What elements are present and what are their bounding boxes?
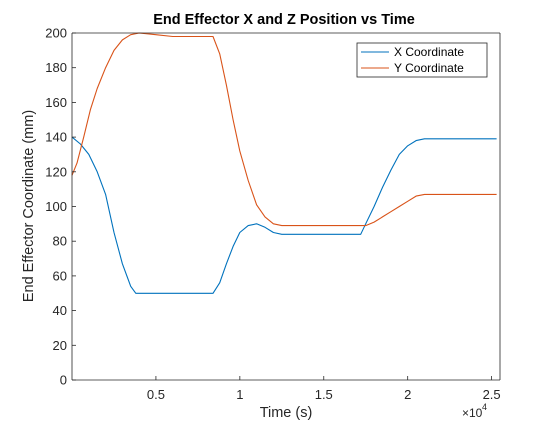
legend-box	[356, 42, 488, 78]
x-axis-exponent: ×10 4	[462, 402, 487, 420]
y-tick-label: 80	[53, 234, 67, 249]
axes-background	[72, 33, 500, 380]
series-line-x-coordinate	[71, 136, 497, 294]
series-layer	[71, 32, 497, 294]
y-tick-label: 40	[53, 303, 67, 318]
legend-label-y-coordinate: Y Coordinate	[394, 61, 464, 75]
y-tick-label: 180	[45, 60, 67, 75]
x-tick-label: 0.5	[147, 387, 165, 402]
x-tick-label: 1.5	[315, 387, 333, 402]
x-axis-exponent-power: 4	[482, 402, 487, 412]
y-tick-label: 120	[45, 164, 67, 179]
y-tick-label: 100	[45, 199, 67, 214]
y-tick-label: 60	[53, 268, 67, 283]
x-tick-label: 2.5	[483, 387, 501, 402]
axes-frame	[71, 32, 501, 381]
y-tick-label: 140	[45, 130, 67, 145]
y-tick-label: 0	[60, 373, 67, 388]
y-axis-title: End Effector Coordinate (mm)	[21, 110, 37, 302]
x-tick-label: 1	[236, 387, 243, 402]
legend-label-x-coordinate: X Coordinate	[394, 45, 464, 59]
x-axis-exponent-base: ×10	[462, 406, 483, 420]
plot-area: 0.5 1 1.5 2 2.5 0 20 40 60 80 100 120 140 160 180 200	[45, 26, 500, 403]
y-tick-label: 200	[45, 26, 67, 41]
x-axis-title: Time (s)	[260, 405, 313, 421]
y-tick-label: 20	[53, 338, 67, 353]
series-line-y-coordinate	[71, 32, 497, 227]
chart-title: End Effector X and Z Position vs Time	[153, 12, 415, 28]
y-axis-ticks: 0 20 40 60 80 100 120 140 160 180 200	[45, 26, 76, 388]
x-tick-label: 2	[404, 387, 411, 402]
legend: X Coordinate Y Coordinate	[356, 42, 488, 78]
x-axis-ticks: 0.5 1 1.5 2 2.5	[147, 376, 501, 402]
y-tick-label: 160	[45, 95, 67, 110]
